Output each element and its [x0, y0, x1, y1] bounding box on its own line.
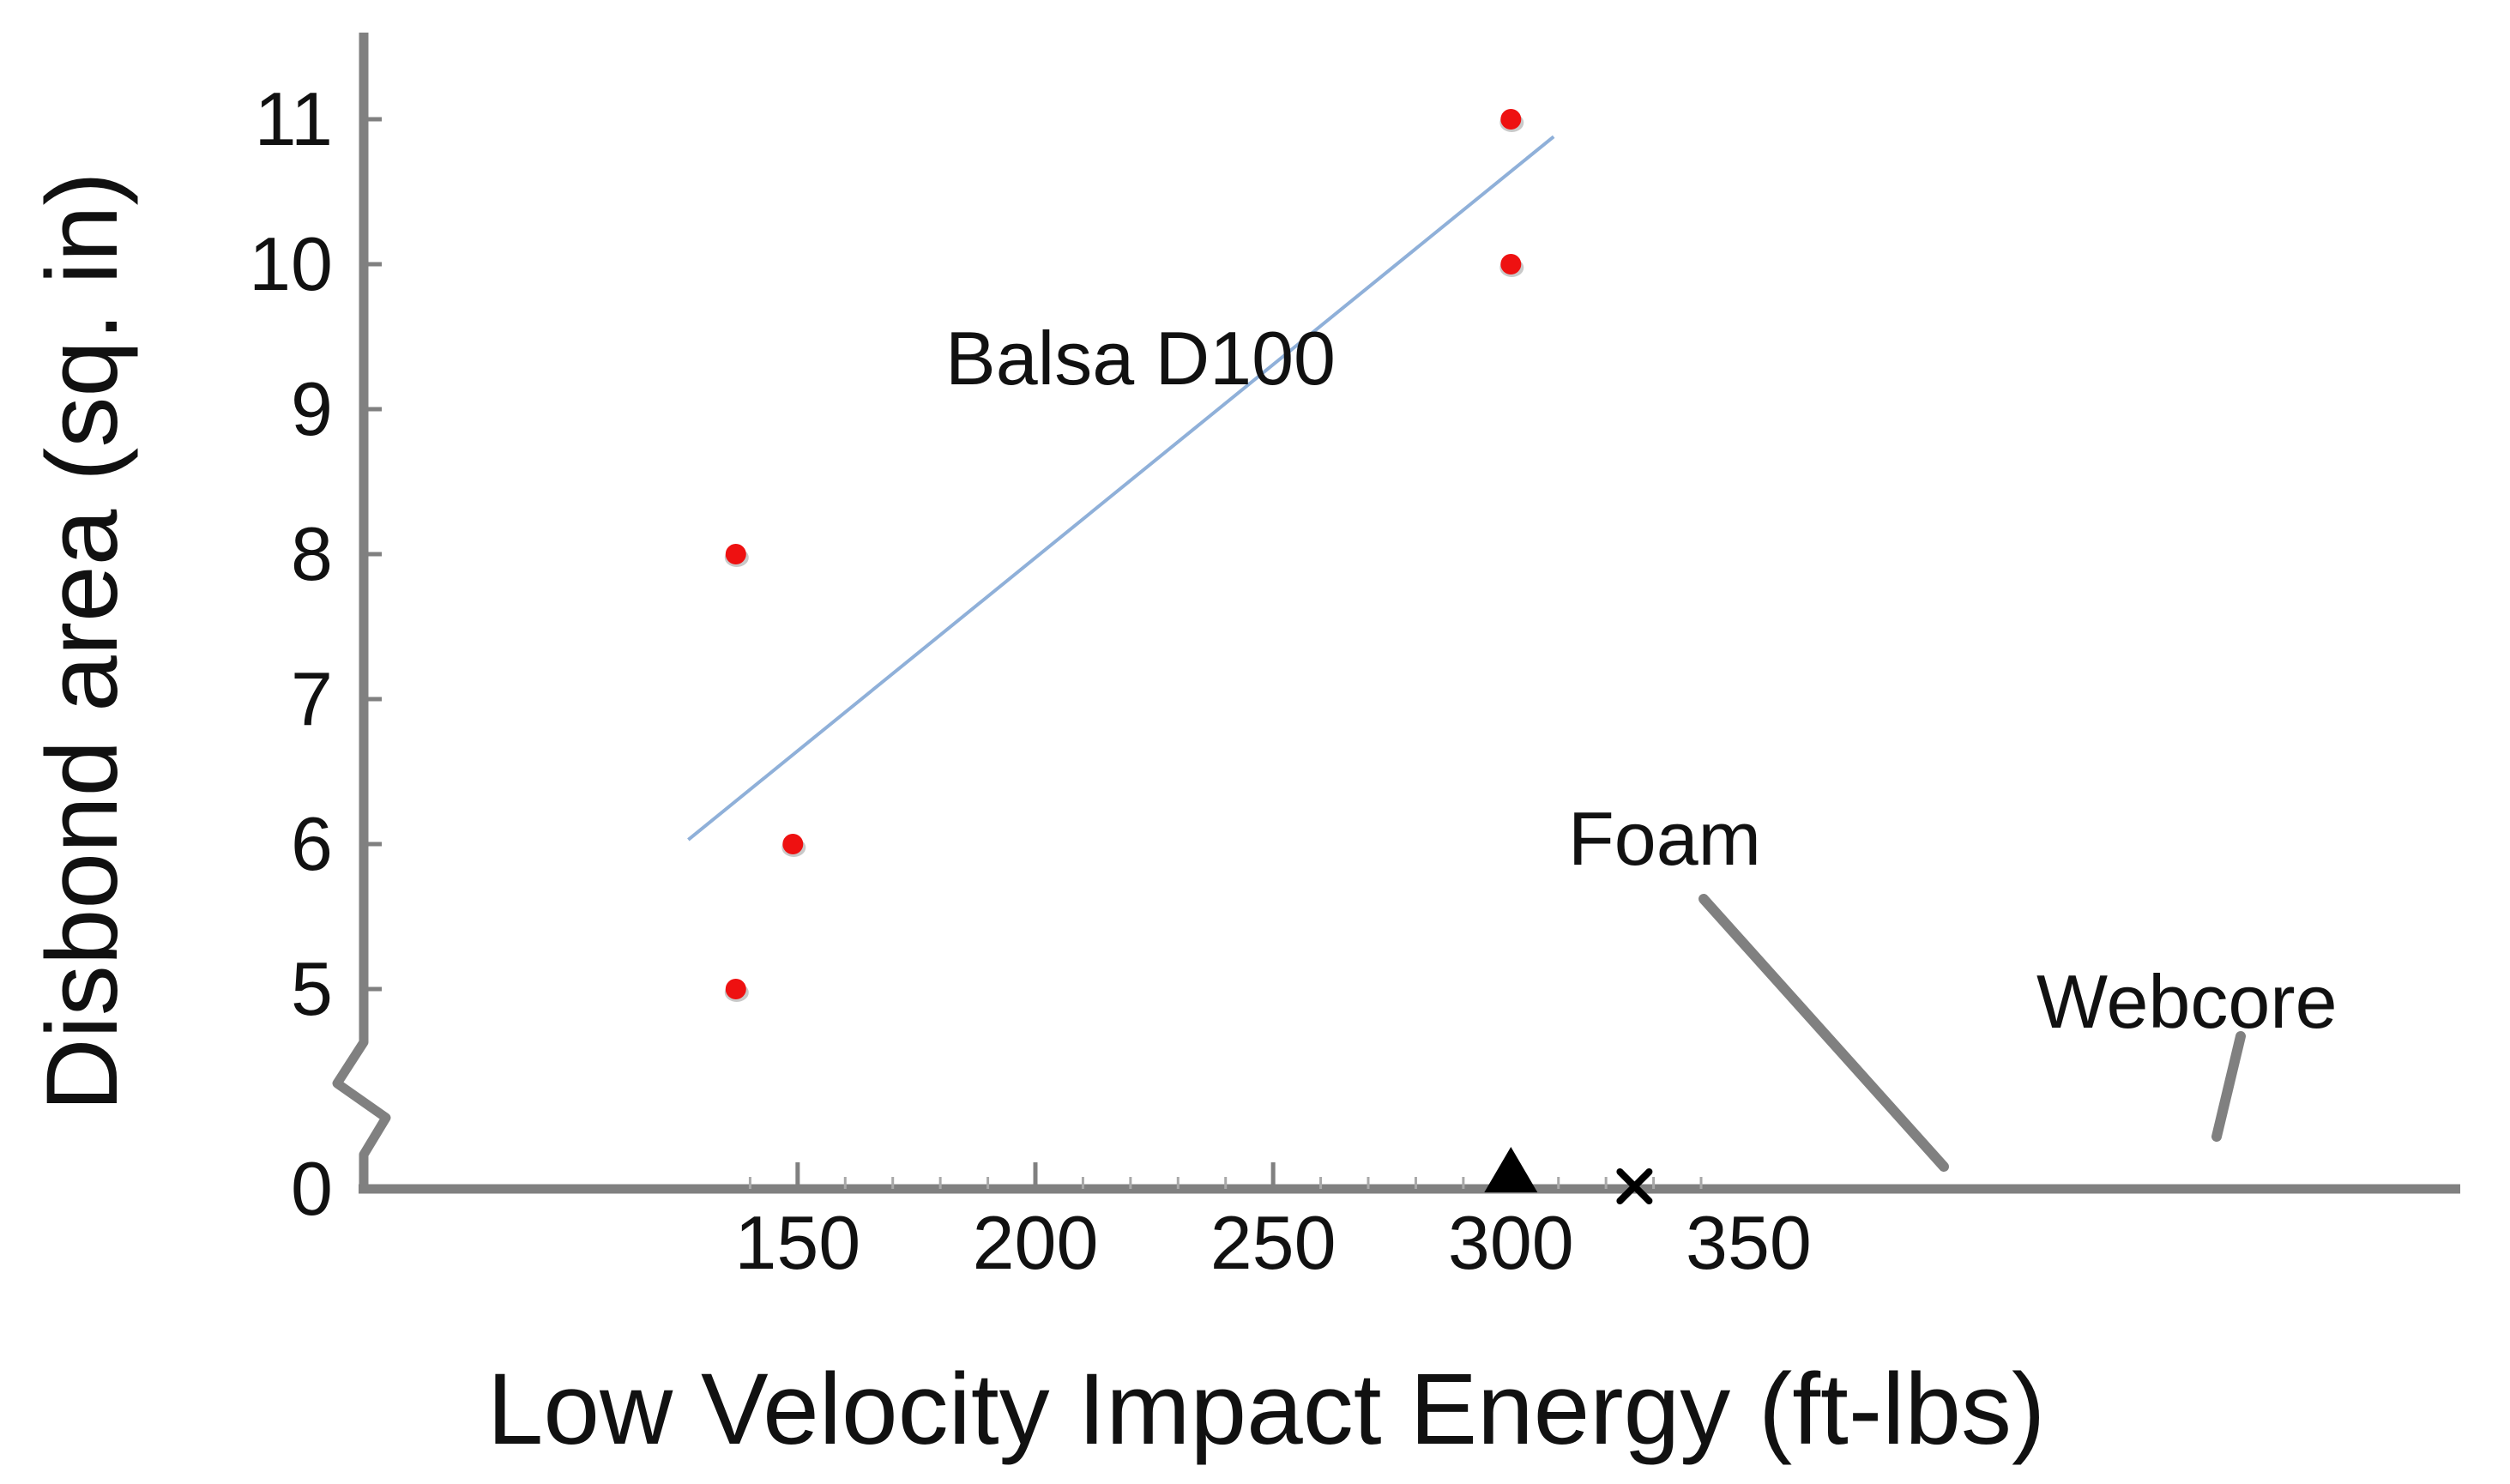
x-axis-ticks: 150 200 250 300 350	[734, 1162, 1812, 1285]
x-tick-label: 350	[1686, 1200, 1812, 1285]
y-tick-label: 6	[291, 801, 333, 886]
balsa-data-point	[725, 544, 746, 564]
y-tick-label: 9	[291, 366, 333, 451]
axis-markers	[1484, 1147, 1653, 1204]
y-tick-label: 10	[249, 221, 333, 306]
x-tick-label: 300	[1448, 1200, 1574, 1285]
y-tick-label: 5	[291, 946, 333, 1031]
x-minor-ticks	[748, 1177, 1703, 1189]
balsa-data-point	[725, 979, 746, 999]
y-axis-line	[332, 33, 391, 1189]
balsa-data-point	[1500, 254, 1522, 274]
balsa-trendline	[687, 135, 1555, 842]
foam-leader-line	[1698, 894, 1949, 1172]
webcore-annotation: Webcore	[2036, 959, 2338, 1044]
x-axis-title: Low Velocity Impact Energy (ft-lbs)	[487, 1353, 2046, 1466]
balsa-data-point	[782, 834, 804, 854]
y-tick-label: 0	[291, 1146, 333, 1231]
balsa-data-point	[1500, 109, 1522, 130]
foam-marker	[1484, 1147, 1538, 1192]
x-tick-label: 250	[1210, 1200, 1336, 1285]
y-axis-ticks: 0 5 6 7 8 9 10 11	[249, 76, 382, 1231]
x-tick-label: 150	[734, 1200, 860, 1285]
y-tick-label: 7	[291, 656, 333, 741]
webcore-marker-stroke	[1616, 1168, 1653, 1204]
x-tick-label: 200	[973, 1200, 1099, 1285]
webcore-marker	[1616, 1168, 1653, 1204]
y-tick-label: 11	[255, 76, 333, 161]
webcore-leader-line	[2211, 1031, 2246, 1142]
balsa-data-points	[724, 109, 1524, 1002]
balsa-annotation: Balsa D100	[945, 316, 1336, 401]
y-axis-title: Disbond area (sq. in)	[26, 172, 139, 1111]
foam-annotation: Foam	[1568, 796, 1761, 881]
y-tick-label: 8	[291, 511, 333, 596]
